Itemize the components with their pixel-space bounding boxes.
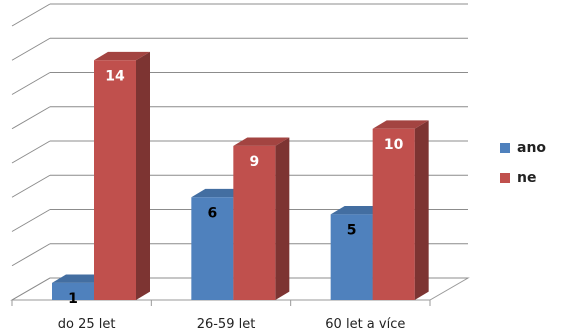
data-label-ne-2: 9 [249, 154, 259, 170]
gridline-side [11, 106, 51, 130]
bar-side [275, 137, 290, 300]
bar-ne-3 [372, 120, 429, 300]
gridline-side [11, 140, 51, 164]
bar-side [414, 120, 429, 300]
bar-front [372, 128, 415, 300]
bar-front [191, 197, 234, 300]
data-labels: 1 14 6 9 5 10 [68, 68, 404, 307]
bar-front [52, 282, 94, 300]
bar-front [330, 214, 373, 300]
data-label-ano-2: 6 [207, 205, 217, 221]
data-label-ano-3: 5 [347, 222, 357, 238]
bar-ne-2 [233, 137, 290, 300]
bar-top [233, 137, 290, 146]
data-label-ano-1: 1 [68, 291, 78, 307]
legend: ano ne [500, 140, 546, 186]
legend-label-ne: ne [517, 170, 536, 186]
bar-top [372, 120, 429, 129]
gridline-side [11, 3, 51, 27]
legend-swatch-ne [500, 173, 510, 183]
gridline-side [11, 72, 51, 95]
bar-front [94, 60, 136, 300]
category-label-1: do 25 let [58, 317, 116, 332]
bar-side [136, 51, 150, 300]
data-label-ne-3: 10 [384, 137, 404, 153]
gridline-side [11, 209, 51, 232]
gridline-side [11, 37, 51, 61]
legend-swatch-ano [500, 143, 510, 153]
data-label-ne-1: 14 [105, 68, 125, 84]
bar-front [233, 145, 276, 300]
bar-top [94, 51, 150, 61]
category-label-2: 26-59 let [197, 317, 256, 332]
bar-ne-1 [94, 51, 150, 300]
gridline-side [11, 277, 51, 301]
legend-label-ano: ano [517, 140, 546, 156]
gridline-side [11, 174, 51, 198]
gridline-side [11, 243, 51, 267]
bars [52, 51, 429, 300]
category-labels: do 25 let 26-59 let 60 let a více [58, 317, 406, 332]
category-label-3: 60 let a více [325, 317, 405, 332]
